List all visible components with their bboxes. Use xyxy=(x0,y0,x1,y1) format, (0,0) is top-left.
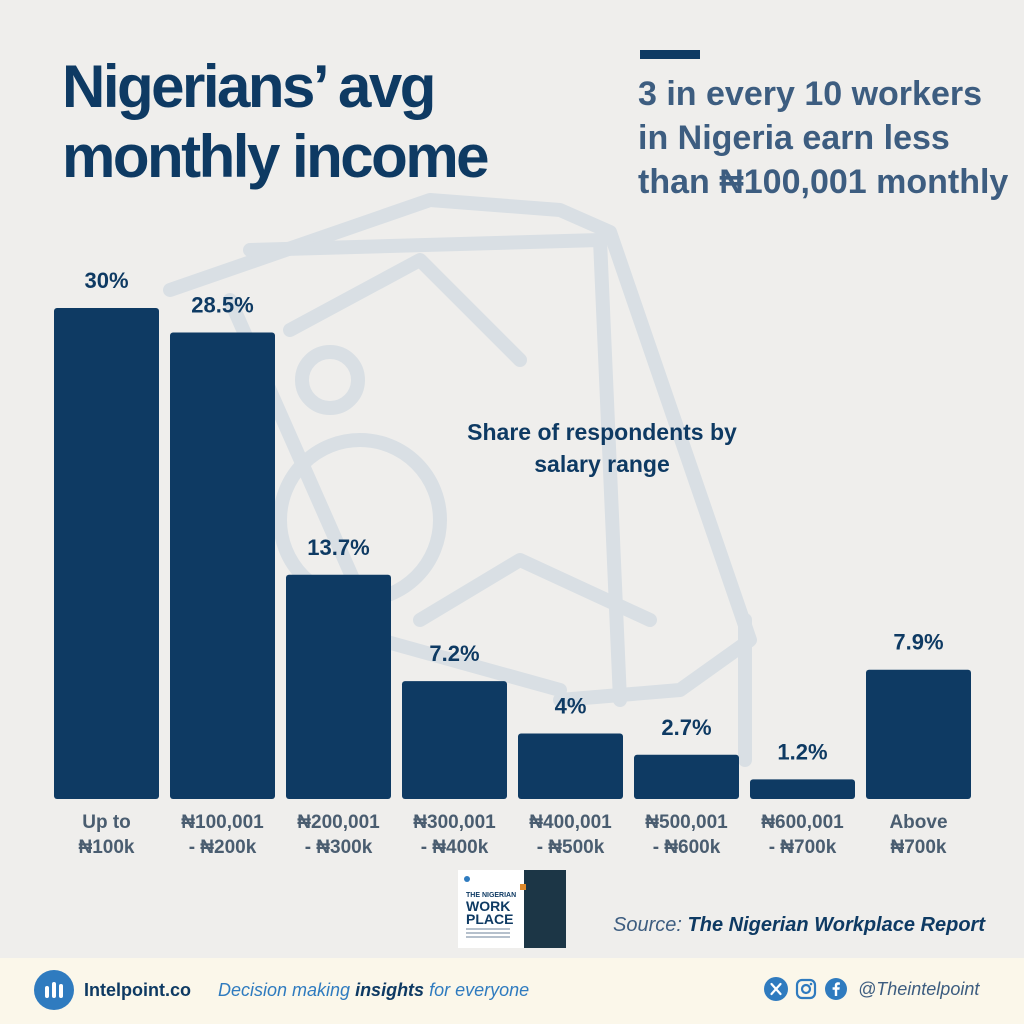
source-prefix: Source: xyxy=(613,914,682,936)
bar-value-label: 28.5% xyxy=(191,293,253,318)
bar-value-label: 13.7% xyxy=(307,535,369,560)
bar-value-label: 4% xyxy=(555,694,587,719)
tagline-pre: Decision making xyxy=(218,980,356,1000)
bar-chart: 30% Up to ₦100k 28.5% ₦100,001 - ₦200k 13.7% ₦2… xyxy=(54,268,971,858)
report-cover-thumbnail: THE NIGERIAN WORK PLACE xyxy=(458,870,566,948)
bar xyxy=(54,308,159,799)
page-title: Nigerians’ avg monthly income xyxy=(62,53,490,190)
category-label: ₦300,001 xyxy=(413,812,496,833)
bar-value-label: 2.7% xyxy=(661,715,711,740)
category-label: - ₦700k xyxy=(769,837,837,858)
tagline-emphasis: insights xyxy=(355,980,425,1000)
category-label: ₦600,001 xyxy=(761,812,844,833)
category-label: ₦400,001 xyxy=(529,812,612,833)
bar xyxy=(518,733,623,799)
bar-value-label: 1.2% xyxy=(777,739,827,764)
bar-value-label: 30% xyxy=(84,268,128,293)
report-cover-photo xyxy=(524,870,566,948)
category-label: - ₦400k xyxy=(421,837,489,858)
footer-bar: Intelpoint.co Decision making insights f… xyxy=(0,958,1024,1024)
category-label: ₦700k xyxy=(891,837,947,858)
report-title-line2: WORK xyxy=(466,898,511,914)
bar xyxy=(170,332,275,799)
headline: 3 in every 10 workers in Nigeria earn le… xyxy=(638,75,1009,201)
bar xyxy=(750,779,855,799)
source-note: Source: The Nigerian Workplace Report xyxy=(613,914,985,937)
report-cover-title: THE NIGERIAN WORK PLACE xyxy=(466,892,516,926)
category-label: - ₦300k xyxy=(305,837,373,858)
social-handle[interactable]: @Theintelpoint xyxy=(858,978,980,999)
intelpoint-logo-icon[interactable] xyxy=(34,970,74,1010)
tagline-post: for everyone xyxy=(424,980,530,1000)
tagline: Decision making insights for everyone xyxy=(218,980,529,1001)
category-label: - ₦500k xyxy=(537,837,605,858)
category-label: - ₦600k xyxy=(653,837,721,858)
category-label: - ₦200k xyxy=(189,837,257,858)
bar-value-label: 7.9% xyxy=(893,630,943,655)
bar xyxy=(286,574,391,799)
bar xyxy=(402,681,507,799)
headline-accent-bar xyxy=(640,50,700,59)
x-icon[interactable] xyxy=(764,977,788,1001)
source-title: The Nigerian Workplace Report xyxy=(687,914,985,936)
instagram-icon[interactable] xyxy=(794,977,818,1001)
report-cover-text-lines xyxy=(466,928,510,938)
category-label: Up to xyxy=(82,812,131,833)
category-label: ₦200,001 xyxy=(297,812,380,833)
social-links: @Theintelpoint xyxy=(764,976,979,1002)
category-label: ₦100k xyxy=(79,837,135,858)
report-logo-icon xyxy=(464,876,470,882)
report-cover-page: THE NIGERIAN WORK PLACE xyxy=(458,870,524,948)
category-label: ₦500,001 xyxy=(645,812,728,833)
bar xyxy=(634,754,739,799)
bar-value-label: 7.2% xyxy=(429,641,479,666)
chart-annotation: Share of respondents by salary range xyxy=(467,419,737,477)
report-title-line3: PLACE xyxy=(466,911,514,927)
bar xyxy=(866,669,971,799)
brand-name[interactable]: Intelpoint.co xyxy=(84,980,191,1000)
report-title-line1: THE NIGERIAN xyxy=(466,892,517,899)
category-label: Above xyxy=(889,812,947,833)
facebook-icon[interactable] xyxy=(824,977,848,1001)
category-label: ₦100,001 xyxy=(181,812,264,833)
report-cover-accent xyxy=(520,884,526,890)
